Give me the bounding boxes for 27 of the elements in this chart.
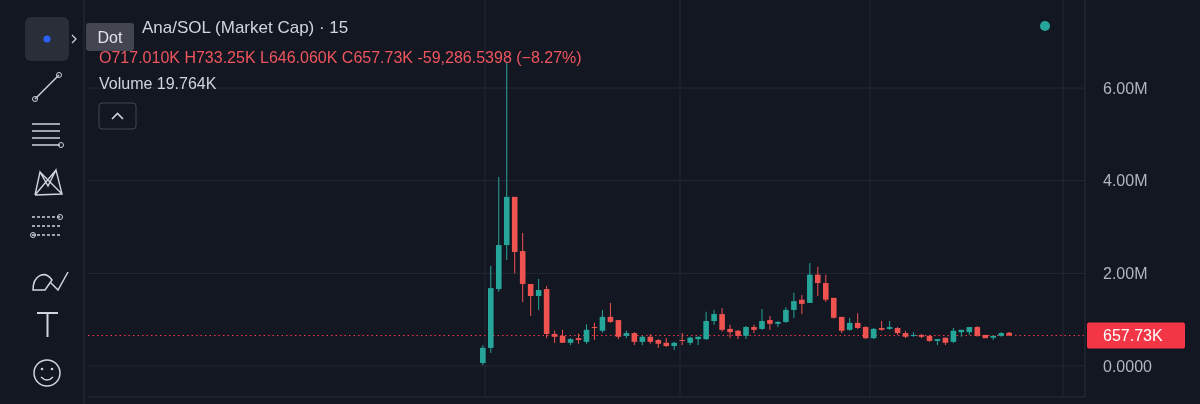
candlestick [775, 320, 781, 328]
candlestick [799, 294, 805, 315]
y-tick-label: 6.00M [1103, 79, 1148, 97]
text: Ana/SOL (Market Cap) · 15 [142, 18, 349, 37]
y-tick-label: 2.00M [1103, 264, 1148, 282]
ref-line-label: 657.73K [1103, 327, 1163, 345]
candlestick [759, 308, 765, 331]
candlestick [791, 292, 797, 319]
y-tick-label: 4.00M [1103, 172, 1148, 190]
candlestick [751, 324, 757, 334]
candlestick [615, 319, 622, 340]
annotation: Volume 19.764K [99, 75, 217, 92]
candlestick [679, 332, 685, 346]
annotation: O717.010K H733.25K L646.060K C657.73K -59,286.5398 (−8.27%) [99, 49, 582, 66]
candlestick [815, 266, 821, 297]
candlestick [822, 274, 829, 303]
annotation: Dot [97, 28, 123, 46]
candlestick [767, 315, 773, 331]
candlestick [599, 309, 606, 334]
candlestick [527, 283, 534, 317]
candlestick [703, 311, 709, 341]
candlestick [480, 344, 486, 366]
candlestick [727, 324, 733, 339]
candlestick [719, 307, 725, 333]
candlestick [583, 323, 590, 345]
y-tick-label: 0.0000 [1103, 357, 1153, 375]
candlestick [711, 309, 717, 326]
